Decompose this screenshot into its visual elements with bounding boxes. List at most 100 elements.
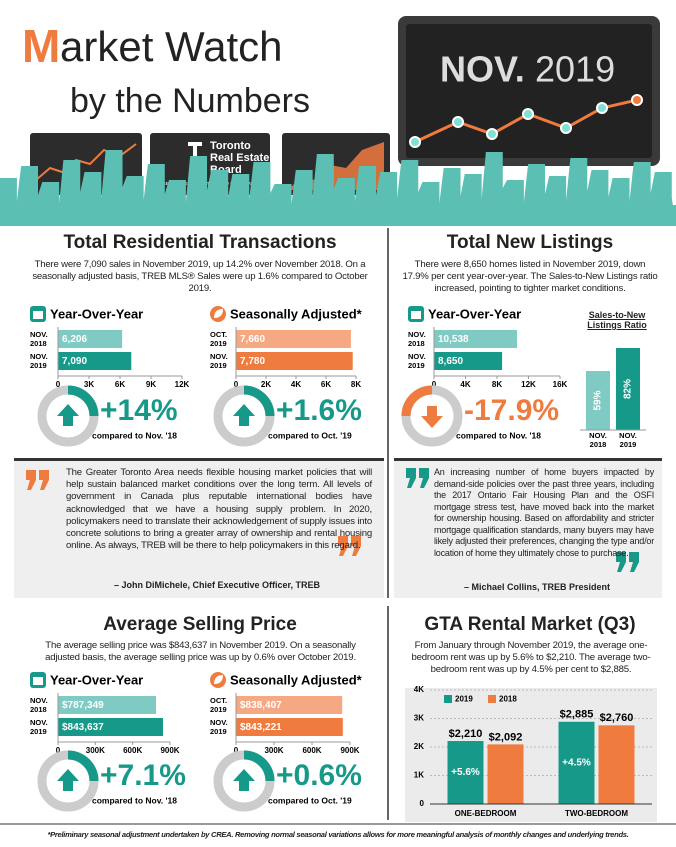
annotation: +4.5%	[562, 758, 591, 769]
bar	[434, 330, 517, 348]
bar	[236, 696, 343, 714]
x-tick-label: 4K	[460, 380, 470, 389]
bar	[598, 725, 635, 804]
category-month: NOV.	[30, 352, 48, 361]
ratio-label: 59%	[593, 390, 604, 410]
y-tick-label: 1K	[414, 771, 424, 780]
y-tick-label: 4K	[414, 685, 424, 694]
bar	[434, 352, 503, 370]
x-tick-label: 300K	[86, 746, 105, 755]
bar	[236, 330, 351, 348]
tv-dots	[409, 94, 643, 148]
chart-label: Seasonally Adjusted*	[230, 306, 363, 321]
gauge-arc	[243, 385, 275, 417]
category-year: 2018	[590, 440, 607, 449]
x-tick-label: 600K	[302, 746, 321, 755]
x-tick-label: 16K	[553, 380, 568, 389]
legend-label: 2019	[455, 695, 473, 704]
gauge-arrow	[57, 769, 79, 791]
x-tick-label: 900K	[160, 746, 179, 755]
gauge-arc	[243, 750, 275, 782]
x-tick-label: 12K	[521, 380, 536, 389]
x-tick-label: 6K	[115, 380, 125, 389]
logo-line: Toronto	[210, 140, 251, 152]
legend-swatch	[488, 695, 496, 703]
change: +1.6%	[276, 394, 362, 427]
chart-label: Year-Over-Year	[50, 672, 143, 687]
quote-text: An increasing number of home buyers impa…	[434, 467, 654, 558]
gauge-arrow	[421, 406, 443, 428]
icon	[214, 309, 223, 318]
x-tick-label: TWO-BEDROOM	[565, 809, 628, 818]
value-label: $2,760	[600, 712, 634, 724]
icon	[214, 675, 223, 684]
x-tick-label: 8K	[492, 380, 502, 389]
tv-screen	[406, 24, 652, 158]
value-label: $838,407	[240, 700, 282, 711]
value-label: $2,092	[489, 731, 523, 743]
category-year: 2019	[210, 339, 227, 348]
value-label: $2,885	[560, 709, 594, 721]
annotation: +5.6%	[451, 767, 480, 778]
bar	[58, 330, 123, 348]
ratio-bar	[616, 348, 640, 430]
skyline	[0, 150, 676, 226]
x-tick-label: 0	[432, 380, 437, 389]
category-year: 2018	[408, 339, 425, 348]
icon	[411, 311, 421, 319]
section-title: Total New Listings	[446, 232, 614, 253]
legend-label: 2018	[499, 695, 517, 704]
compare: compared to Nov. '18	[456, 430, 541, 440]
category-year: 2019	[620, 440, 637, 449]
value-label: 7,780	[240, 356, 265, 367]
quote-mark	[26, 470, 361, 556]
x-tick-label: 900K	[340, 746, 359, 755]
category-year: 2019	[30, 727, 47, 736]
ratio-bar	[586, 371, 610, 430]
category-year: 2018	[30, 705, 47, 714]
screen-month: NOV.	[440, 49, 525, 90]
x-tick-label: 0	[234, 380, 239, 389]
icon	[33, 311, 43, 319]
category-year: 2019	[210, 705, 227, 714]
category-month: OCT.	[210, 696, 227, 705]
title-initial: M	[22, 20, 60, 72]
quote-box	[394, 458, 662, 598]
change: -17.9%	[464, 394, 559, 427]
value-label: 10,538	[438, 334, 469, 345]
section-title: Average Selling Price	[103, 614, 297, 635]
x-tick-label: 6K	[321, 380, 331, 389]
category-month: OCT.	[210, 330, 227, 339]
bar	[236, 352, 353, 370]
ratio-label: 82%	[623, 379, 634, 399]
category-month: NOV.	[589, 431, 607, 440]
y-tick-label: 0	[420, 799, 425, 808]
change: +0.6%	[276, 759, 362, 792]
gauge-arc	[401, 385, 433, 417]
x-tick-label: 9K	[146, 380, 156, 389]
bar	[487, 744, 524, 804]
gauge-arrow	[233, 769, 255, 791]
bar	[558, 721, 595, 804]
value-label: $843,637	[62, 722, 104, 733]
x-tick-label: 300K	[264, 746, 283, 755]
x-tick-label: 0	[56, 380, 61, 389]
category-month: NOV.	[408, 352, 426, 361]
skyline-base	[0, 205, 676, 226]
x-tick-label: 600K	[123, 746, 142, 755]
legend-swatch	[444, 695, 452, 703]
category-year: 2019	[30, 361, 47, 370]
compare: compared to Nov. '18	[92, 795, 177, 805]
bar	[58, 696, 156, 714]
x-tick-label: 8K	[351, 380, 361, 389]
section-title: GTA Rental Market (Q3)	[424, 614, 636, 635]
section-text: There were 7,090 sales in November 2019,…	[32, 259, 368, 294]
footnote: *Preliminary seasonal adjustment underta…	[47, 830, 629, 839]
x-tick-label: 0	[56, 746, 61, 755]
value-label: 6,206	[62, 334, 87, 345]
x-tick-label: 0	[234, 746, 239, 755]
category-month: NOV.	[619, 431, 637, 440]
category-month: NOV.	[30, 330, 48, 339]
x-tick-label: 3K	[84, 380, 94, 389]
